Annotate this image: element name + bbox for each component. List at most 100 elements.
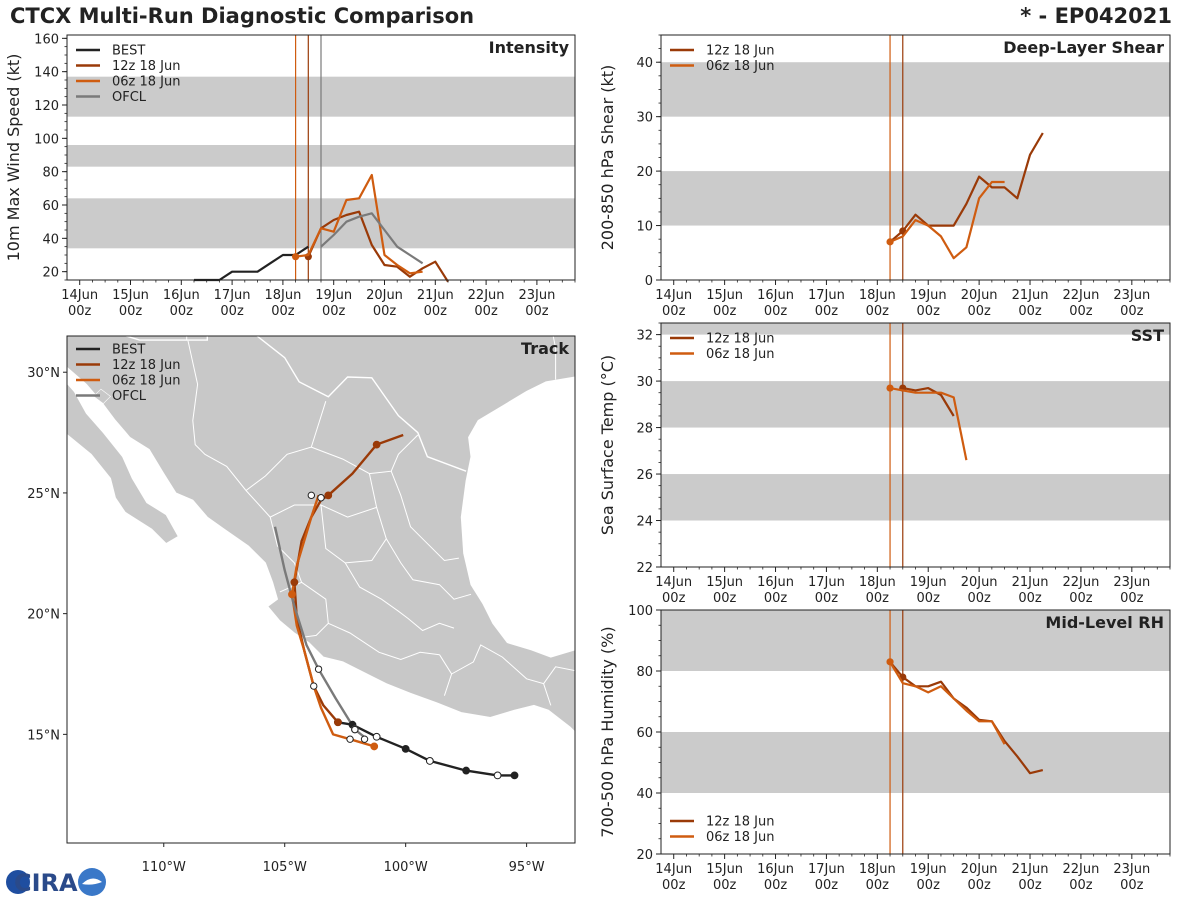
- init-marker: [292, 253, 300, 261]
- x-tick-sublabel: 00z: [525, 304, 549, 319]
- init-marker: [886, 658, 894, 666]
- threshold-band: [661, 62, 1170, 117]
- x-tick-label: 19Jun: [910, 575, 947, 590]
- track-point: [324, 491, 333, 500]
- x-tick-sublabel: 00z: [220, 304, 244, 319]
- x-tick-sublabel: 00z: [1120, 591, 1144, 606]
- x-tick-sublabel: 00z: [170, 304, 194, 319]
- map-frame: [66, 335, 576, 844]
- x-tick-label: 19Jun: [910, 288, 947, 303]
- y-tick-label: 0: [645, 274, 653, 289]
- x-tick-sublabel: 00z: [474, 304, 498, 319]
- y-tick-label: 80: [636, 665, 653, 680]
- legend-label: 12z 18 Jun: [112, 358, 181, 373]
- mexico-state-border: [245, 401, 327, 491]
- legend-label: BEST: [112, 44, 145, 59]
- y-tick-label: 32: [636, 329, 653, 344]
- x-tick-label: 22Jun: [1062, 288, 1099, 303]
- mexico-state-border: [390, 471, 459, 562]
- x-tick-label: 16Jun: [757, 575, 794, 590]
- series-line-ofcl: [320, 212, 424, 265]
- state-border: [552, 336, 557, 380]
- legend-label: 12z 18 Jun: [706, 44, 775, 59]
- init-marker: [886, 238, 894, 246]
- track-point: [510, 771, 519, 780]
- panel-title: Track: [521, 339, 569, 358]
- plot-area: [661, 323, 1170, 567]
- track-point: [370, 742, 379, 751]
- y-tick-label: 30: [636, 111, 653, 126]
- storm-id: * - EP042021: [1020, 4, 1172, 28]
- series-line-12z-18-jun: [889, 132, 1044, 243]
- y-axis-label: Sea Surface Temp (°C): [598, 355, 617, 535]
- chart-track: 110°W 105°W 100°W 95°W 15°N 20°N 25°N 30°N Track…: [27, 335, 576, 875]
- y-tick-label: 60: [636, 726, 653, 741]
- x-tick-label: 22Jun: [1062, 575, 1099, 590]
- threshold-band: [661, 732, 1170, 793]
- series-line-12z-18-jun: [307, 210, 449, 283]
- track-point: [462, 766, 471, 775]
- threshold-band: [661, 474, 1170, 521]
- track-point: [425, 757, 434, 765]
- x-tick-label: 22Jun: [1062, 862, 1099, 877]
- us-mexico-border: [123, 336, 467, 472]
- x-tick-label: 20Jun: [366, 288, 403, 303]
- x-tick-label: 18Jun: [859, 575, 896, 590]
- y-tick-label: 20: [636, 848, 653, 863]
- track-line-06z-18-jun: [290, 494, 375, 748]
- series-line-06z-18-jun: [889, 387, 968, 461]
- legend-label: 06z 18 Jun: [706, 830, 775, 845]
- x-tick-label: 20Jun: [961, 862, 998, 877]
- lat-tick-label: 20°N: [27, 608, 60, 623]
- track-point: [288, 590, 296, 599]
- x-tick-label: 18Jun: [859, 288, 896, 303]
- y-tick-label: 40: [636, 787, 653, 802]
- track-point-hollow: [351, 725, 359, 734]
- y-tick-label: 20: [42, 266, 59, 281]
- x-tick-label: 16Jun: [163, 288, 200, 303]
- lon-tick-label: 105°W: [263, 860, 307, 875]
- lat-tick-label: 25°N: [27, 487, 60, 502]
- series-line-12z-18-jun: [902, 387, 955, 417]
- panel-title: SST: [1131, 326, 1164, 345]
- y-tick-label: 100: [628, 604, 653, 619]
- x-tick-label: 19Jun: [910, 862, 947, 877]
- y-tick-label: 100: [34, 132, 59, 147]
- y-tick-label: 30: [636, 375, 653, 390]
- x-tick-label: 21Jun: [1012, 575, 1049, 590]
- y-tick-label: 60: [42, 199, 59, 214]
- panel-title: Mid-Level RH: [1045, 613, 1164, 632]
- x-tick-sublabel: 00z: [815, 591, 839, 606]
- mexico-state-border: [344, 562, 455, 632]
- threshold-band: [661, 610, 1170, 671]
- x-tick-label: 15Jun: [706, 575, 743, 590]
- x-tick-label: 16Jun: [757, 288, 794, 303]
- series-line-06z-18-jun: [889, 180, 1005, 260]
- track-point-hollow: [314, 665, 323, 673]
- chart-intensity: 2040608010012014016014Jun00z15Jun00z16Ju…: [4, 32, 576, 319]
- track-point-hollow: [346, 735, 354, 743]
- legend-label: 06z 18 Jun: [112, 75, 181, 90]
- track-point: [334, 718, 342, 727]
- y-tick-label: 22: [636, 561, 653, 576]
- track-point: [372, 732, 381, 741]
- legend-label: OFCL: [112, 389, 147, 404]
- x-tick-sublabel: 00z: [1018, 591, 1042, 606]
- x-tick-label: 17Jun: [808, 288, 845, 303]
- x-tick-sublabel: 00z: [271, 304, 295, 319]
- island-land: [93, 388, 111, 404]
- y-axis-label: 200-850 hPa Shear (kt): [598, 65, 617, 251]
- y-tick-label: 160: [34, 32, 59, 47]
- y-axis-label: 10m Max Wind Speed (kt): [4, 54, 23, 262]
- legend-label: 06z 18 Jun: [112, 374, 181, 389]
- x-tick-label: 17Jun: [214, 288, 251, 303]
- logo-text: CIRA: [14, 869, 78, 897]
- logo-globe-icon: [6, 870, 30, 894]
- panel-title: Deep-Layer Shear: [1003, 38, 1164, 57]
- x-tick-label: 14Jun: [655, 862, 692, 877]
- x-tick-sublabel: 00z: [713, 304, 737, 319]
- mexico-state-border: [187, 340, 247, 491]
- legend-label: 12z 18 Jun: [112, 59, 181, 74]
- y-tick-label: 120: [34, 99, 59, 114]
- x-tick-sublabel: 00z: [967, 304, 991, 319]
